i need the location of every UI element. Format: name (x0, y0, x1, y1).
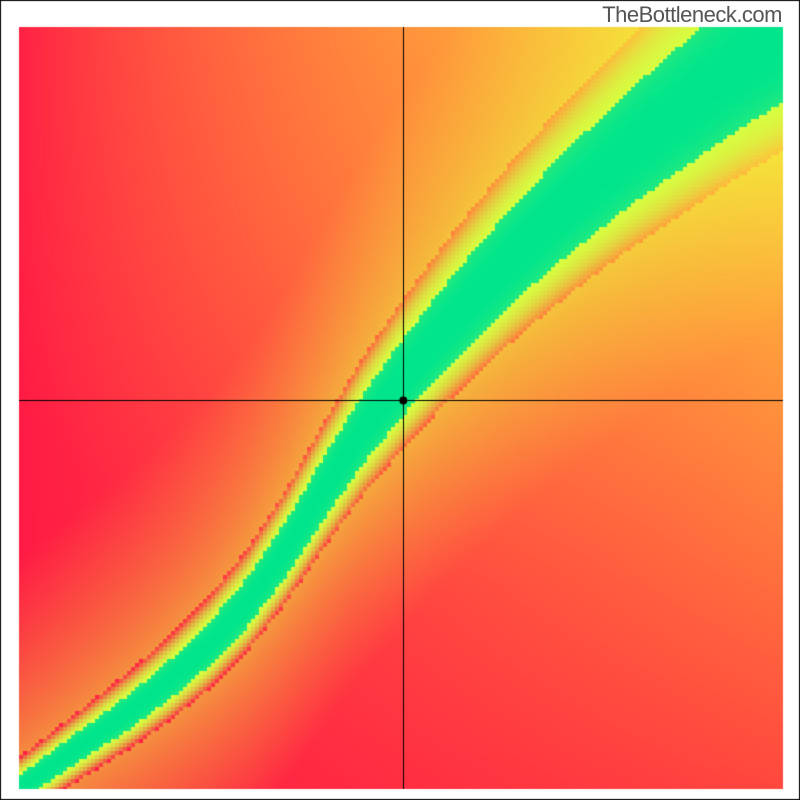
watermark-text: TheBottleneck.com (602, 2, 782, 28)
chart-container: TheBottleneck.com (0, 0, 800, 800)
heatmap-canvas (0, 0, 800, 800)
